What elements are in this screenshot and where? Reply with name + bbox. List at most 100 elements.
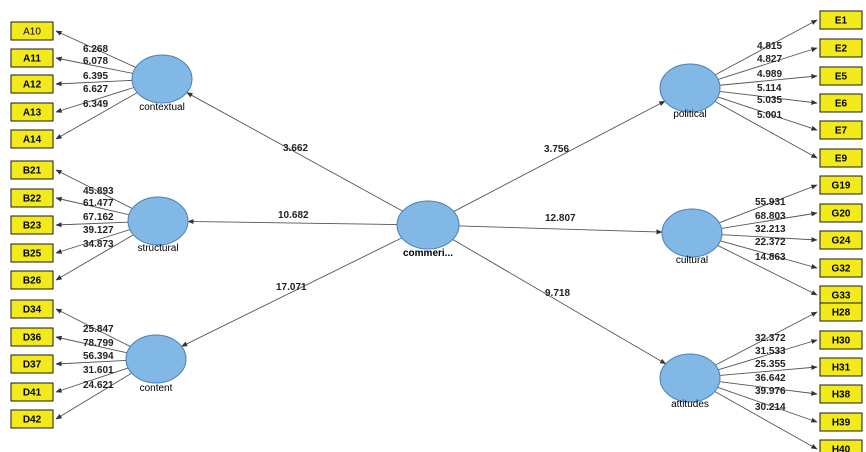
loading-value: 5.035 [757, 95, 782, 106]
loading-value: 32.213 [755, 224, 786, 235]
indicator-box-b21[interactable] [10, 160, 54, 180]
loading-arrow-a12 [55, 79, 133, 87]
loading-arrow-e9 [714, 101, 818, 159]
indicator-box-h40[interactable] [819, 439, 863, 452]
loading-value: 6.395 [83, 71, 108, 82]
loading-value: 5.114 [757, 83, 782, 94]
loading-value: 4.815 [757, 41, 782, 52]
indicator-label: H31 [832, 363, 851, 374]
indicator-box-a10[interactable] [10, 21, 54, 41]
construct-structural[interactable] [127, 196, 189, 246]
loading-value: 24.621 [83, 380, 114, 391]
path-coefficient-cultural: 12.807 [545, 213, 576, 224]
loading-arrow-e5 [719, 74, 818, 86]
loading-value: 14.863 [755, 252, 786, 263]
edges-layer [55, 19, 818, 450]
path-arrow-contextual [186, 92, 403, 212]
loading-value: 6.268 [83, 44, 108, 55]
indicator-box-d41[interactable] [10, 382, 54, 402]
path-arrow-political [453, 100, 666, 212]
construct-political[interactable] [659, 63, 721, 113]
indicator-label: B23 [23, 221, 42, 232]
indicator-box-d42[interactable] [10, 409, 54, 429]
indicator-box-h38[interactable] [819, 384, 863, 404]
indicator-label: B21 [23, 166, 42, 177]
indicator-box-e5[interactable] [819, 66, 863, 86]
indicator-box-g20[interactable] [819, 203, 863, 223]
indicator-label: D41 [23, 388, 42, 399]
indicator-label: E1 [835, 16, 848, 27]
indicator-label: B25 [23, 249, 42, 260]
loading-value: 4.989 [757, 69, 782, 80]
loading-value: 25.847 [83, 324, 114, 335]
loading-value: 6.078 [83, 56, 108, 67]
loading-arrow-g19 [719, 184, 818, 224]
path-arrow-structural [187, 219, 398, 225]
path-arrow-attitudes [452, 239, 667, 365]
construct-contextual[interactable] [131, 54, 193, 104]
indicator-box-a14[interactable] [10, 129, 54, 149]
indicator-box-h28[interactable] [819, 302, 863, 322]
loading-arrow-d36 [55, 335, 128, 354]
construct-attitudes[interactable] [659, 353, 721, 403]
indicator-box-h31[interactable] [819, 357, 863, 377]
indicator-box-a11[interactable] [10, 48, 54, 68]
indicator-box-g19[interactable] [819, 175, 863, 195]
indicator-label: G33 [832, 291, 851, 302]
indicator-box-d37[interactable] [10, 354, 54, 374]
indicator-label: E2 [835, 44, 848, 55]
indicator-label: H28 [832, 308, 851, 319]
loading-arrow-g32 [720, 240, 818, 269]
indicator-label: G19 [832, 181, 851, 192]
indicator-label: A11 [23, 54, 41, 65]
indicator-box-a13[interactable] [10, 102, 54, 122]
indicator-box-e2[interactable] [819, 38, 863, 58]
indicator-label: A13 [23, 108, 42, 119]
indicator-label: H40 [832, 445, 851, 452]
construct-content[interactable] [125, 334, 187, 384]
indicator-box-b22[interactable] [10, 188, 54, 208]
indicator-box-b25[interactable] [10, 243, 54, 263]
loading-arrow-h38 [719, 381, 818, 396]
indicator-label: G32 [832, 264, 851, 275]
loading-value: 61.477 [83, 198, 114, 209]
loading-value: 32.372 [755, 333, 786, 344]
indicator-box-e1[interactable] [819, 10, 863, 30]
indicator-box-e7[interactable] [819, 120, 863, 140]
nodes-layer [10, 10, 863, 452]
indicator-box-e6[interactable] [819, 93, 863, 113]
loading-value: 30.214 [755, 402, 786, 413]
loading-arrow-h30 [718, 339, 818, 371]
loading-value: 34.873 [83, 239, 114, 250]
labels-layer: A10 6.268 A11 6.078 A12 6.395 A13 6.627 A14 6.349… [23, 16, 851, 452]
loading-arrow-b26 [55, 234, 134, 281]
loading-value: 39.127 [83, 225, 114, 236]
indicator-box-g32[interactable] [819, 258, 863, 278]
path-coefficient-content: 17.071 [276, 282, 307, 293]
construct-commeri[interactable] [396, 200, 460, 250]
indicator-box-b23[interactable] [10, 215, 54, 235]
indicator-label: H39 [832, 418, 851, 429]
indicator-box-g24[interactable] [819, 230, 863, 250]
loading-arrow-b21 [55, 169, 133, 209]
loading-value: 67.162 [83, 212, 114, 223]
indicator-box-a12[interactable] [10, 74, 54, 94]
loading-arrow-b23 [55, 221, 129, 228]
indicator-label: A14 [23, 135, 42, 146]
path-coefficient-structural: 10.682 [278, 210, 309, 221]
construct-label-attitudes: attitudes [671, 399, 709, 410]
indicator-box-d36[interactable] [10, 327, 54, 347]
indicator-box-b26[interactable] [10, 270, 54, 290]
loading-arrow-g33 [717, 245, 818, 296]
construct-cultural[interactable] [661, 208, 723, 258]
indicator-box-h30[interactable] [819, 330, 863, 350]
indicator-box-e9[interactable] [819, 148, 863, 168]
loading-arrow-b22 [55, 196, 130, 216]
loading-arrow-d41 [55, 367, 129, 393]
loading-arrow-a10 [55, 30, 136, 68]
indicator-label: H30 [832, 336, 851, 347]
indicator-label: B26 [23, 276, 42, 287]
indicator-box-d34[interactable] [10, 299, 54, 319]
indicator-box-h39[interactable] [819, 412, 863, 432]
